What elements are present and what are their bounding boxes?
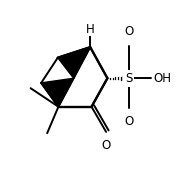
- Text: H: H: [86, 23, 95, 36]
- Text: O: O: [124, 115, 133, 128]
- Text: S: S: [125, 72, 132, 85]
- Text: O: O: [102, 139, 111, 152]
- Polygon shape: [41, 78, 74, 107]
- Text: OH: OH: [153, 72, 171, 85]
- Text: O: O: [124, 25, 133, 38]
- Polygon shape: [58, 47, 90, 78]
